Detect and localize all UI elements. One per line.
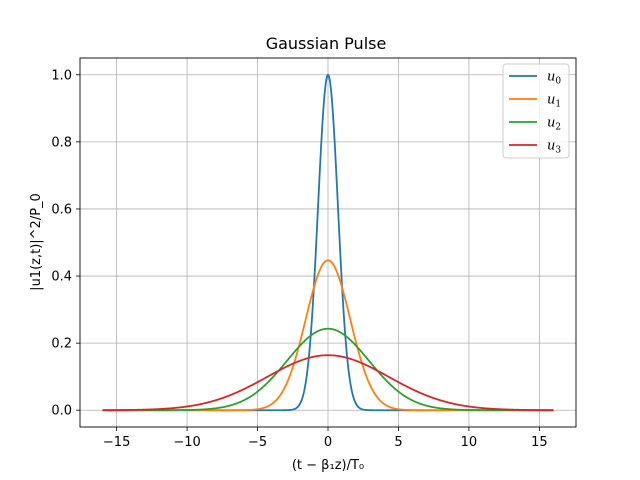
chart-title: Gaussian Pulse xyxy=(266,34,387,53)
y-tick-label: 0.4 xyxy=(51,270,72,285)
x-tick-label: 15 xyxy=(531,435,548,450)
y-tick-label: 0.6 xyxy=(51,202,72,217)
y-axis-ticks: 0.0 0.2 0.4 0.6 0.8 1.0 xyxy=(51,68,80,419)
y-axis-label: |u1(z,t)|^2/P_0 xyxy=(29,193,44,291)
x-tick-label: 0 xyxy=(324,435,332,450)
legend-box xyxy=(502,63,570,159)
y-tick-label: 0.8 xyxy=(51,135,72,150)
y-tick-label: 0.0 xyxy=(51,404,72,419)
series-line-u3 xyxy=(102,354,554,412)
x-tick-label: 10 xyxy=(461,435,478,450)
x-tick-label: −10 xyxy=(173,435,200,450)
x-tick-label: 5 xyxy=(394,435,402,450)
series-line-u2 xyxy=(102,327,554,412)
x-tick-label: −5 xyxy=(248,435,267,450)
series-lines xyxy=(102,73,554,412)
x-axis-label: (t − β₁z)/T₀ xyxy=(292,458,364,473)
x-axis-ticks: −15 −10 −5 0 5 10 15 xyxy=(103,427,548,450)
x-tick-label: −15 xyxy=(103,435,130,450)
y-tick-label: 0.2 xyxy=(51,337,72,352)
y-tick-label: 1.0 xyxy=(51,68,72,83)
